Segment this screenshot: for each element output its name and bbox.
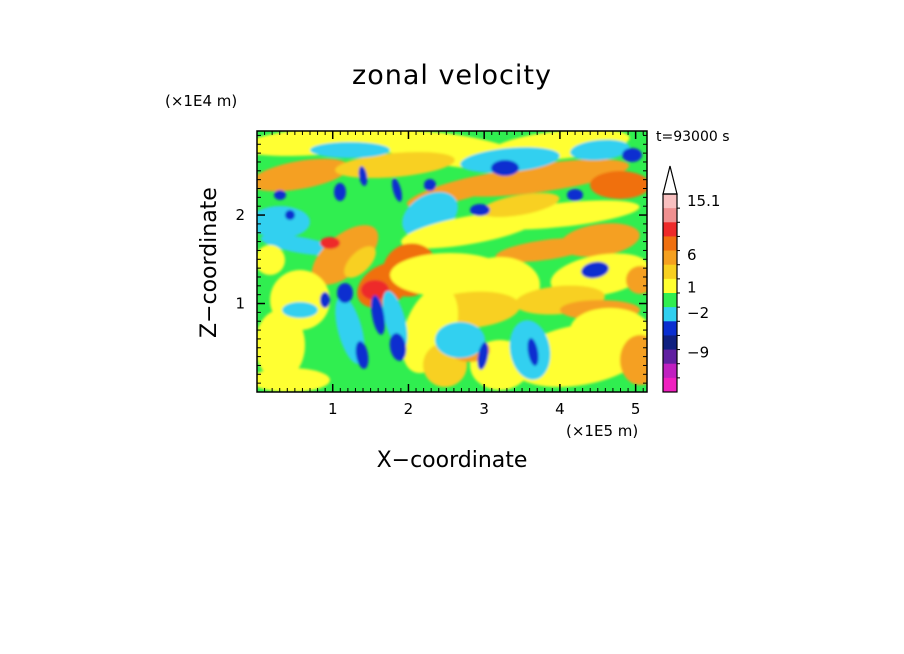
x-tick-label: 1: [328, 400, 338, 418]
field-contour: [401, 211, 539, 249]
axis-ticks: 1 2 3 4 5 1 2: [235, 131, 647, 418]
field-contour: [282, 302, 318, 318]
field-contour: [435, 322, 485, 358]
colorbar-extend-arrow: [662, 165, 678, 195]
colorbar-band: [663, 278, 677, 294]
x-tick-label: 4: [555, 400, 565, 418]
colorbar-band: [663, 335, 677, 351]
field-contour: [622, 148, 642, 162]
field-contour: [371, 295, 385, 335]
field-contour: [257, 245, 285, 275]
field-contour: [460, 147, 560, 173]
field-contour: [382, 290, 408, 350]
colorbar-band: [663, 321, 677, 336]
field-contour: [361, 280, 389, 300]
field-contour: [320, 292, 330, 308]
colorbar-band: [663, 250, 677, 266]
plot-frame: [256, 130, 648, 393]
field-contour: [257, 206, 310, 238]
field-contour: [527, 338, 539, 366]
field-contour: [620, 335, 647, 385]
field-contour: [355, 341, 369, 369]
colorbar-band: [663, 307, 677, 322]
colorbar-label: −9: [687, 343, 709, 361]
colorbar-band: [663, 293, 677, 308]
time-label: t=93000 s: [656, 129, 730, 145]
field-contour: [477, 342, 489, 370]
field-contour: [495, 237, 595, 263]
colorbar-label: −2: [687, 304, 709, 322]
field-contour: [337, 283, 353, 303]
field-contour: [260, 234, 340, 256]
y-axis-unit: (×1E4 m): [165, 92, 238, 110]
field-contour: [311, 225, 379, 285]
field-contour: [257, 310, 305, 380]
colorbar-band: [663, 222, 677, 237]
colorbar-band: [663, 194, 677, 209]
colorbar-band: [663, 208, 677, 223]
field-contour: [334, 183, 346, 201]
field-contour: [320, 237, 340, 249]
colorbar-label: 1: [687, 278, 697, 296]
contour-field: [257, 131, 647, 392]
field-contour: [392, 178, 402, 202]
x-axis-label: X−coordinate: [376, 448, 528, 473]
field-contour: [285, 210, 295, 220]
field-contour: [567, 189, 583, 201]
field-contour: [626, 266, 647, 294]
colorbar-label: 15.1: [687, 192, 720, 210]
field-contour: [358, 166, 368, 186]
colorbar-band: [663, 363, 677, 379]
field-contour: [590, 171, 647, 199]
field-blobs: [257, 131, 647, 392]
field-contour: [257, 368, 330, 392]
colorbar-band: [663, 264, 677, 280]
field-contour: [257, 158, 350, 192]
field-contour: [424, 179, 436, 191]
y-tick-label: 1: [235, 295, 245, 313]
colorbar-band: [663, 377, 677, 393]
field-contour: [480, 192, 560, 218]
field-contour: [470, 204, 490, 216]
chart-title: zonal velocity: [352, 60, 552, 91]
colorbar-band: [663, 349, 677, 365]
field-contour: [310, 142, 390, 158]
field-contour: [344, 246, 376, 278]
colorbar-band: [663, 236, 677, 252]
field-contour: [581, 261, 609, 279]
x-axis-unit: (×1E5 m): [566, 422, 639, 440]
colorbar: 15.1 6 1 −2 −9: [662, 165, 720, 393]
field-contour: [570, 139, 630, 161]
y-tick-label: 2: [235, 206, 245, 224]
field-contour: [274, 190, 286, 200]
x-tick-label: 5: [631, 400, 641, 418]
x-tick-label: 2: [404, 400, 414, 418]
colorbar-label: 6: [687, 246, 697, 264]
field-contour: [389, 333, 407, 361]
x-tick-label: 3: [479, 400, 489, 418]
field-contour: [491, 160, 519, 176]
